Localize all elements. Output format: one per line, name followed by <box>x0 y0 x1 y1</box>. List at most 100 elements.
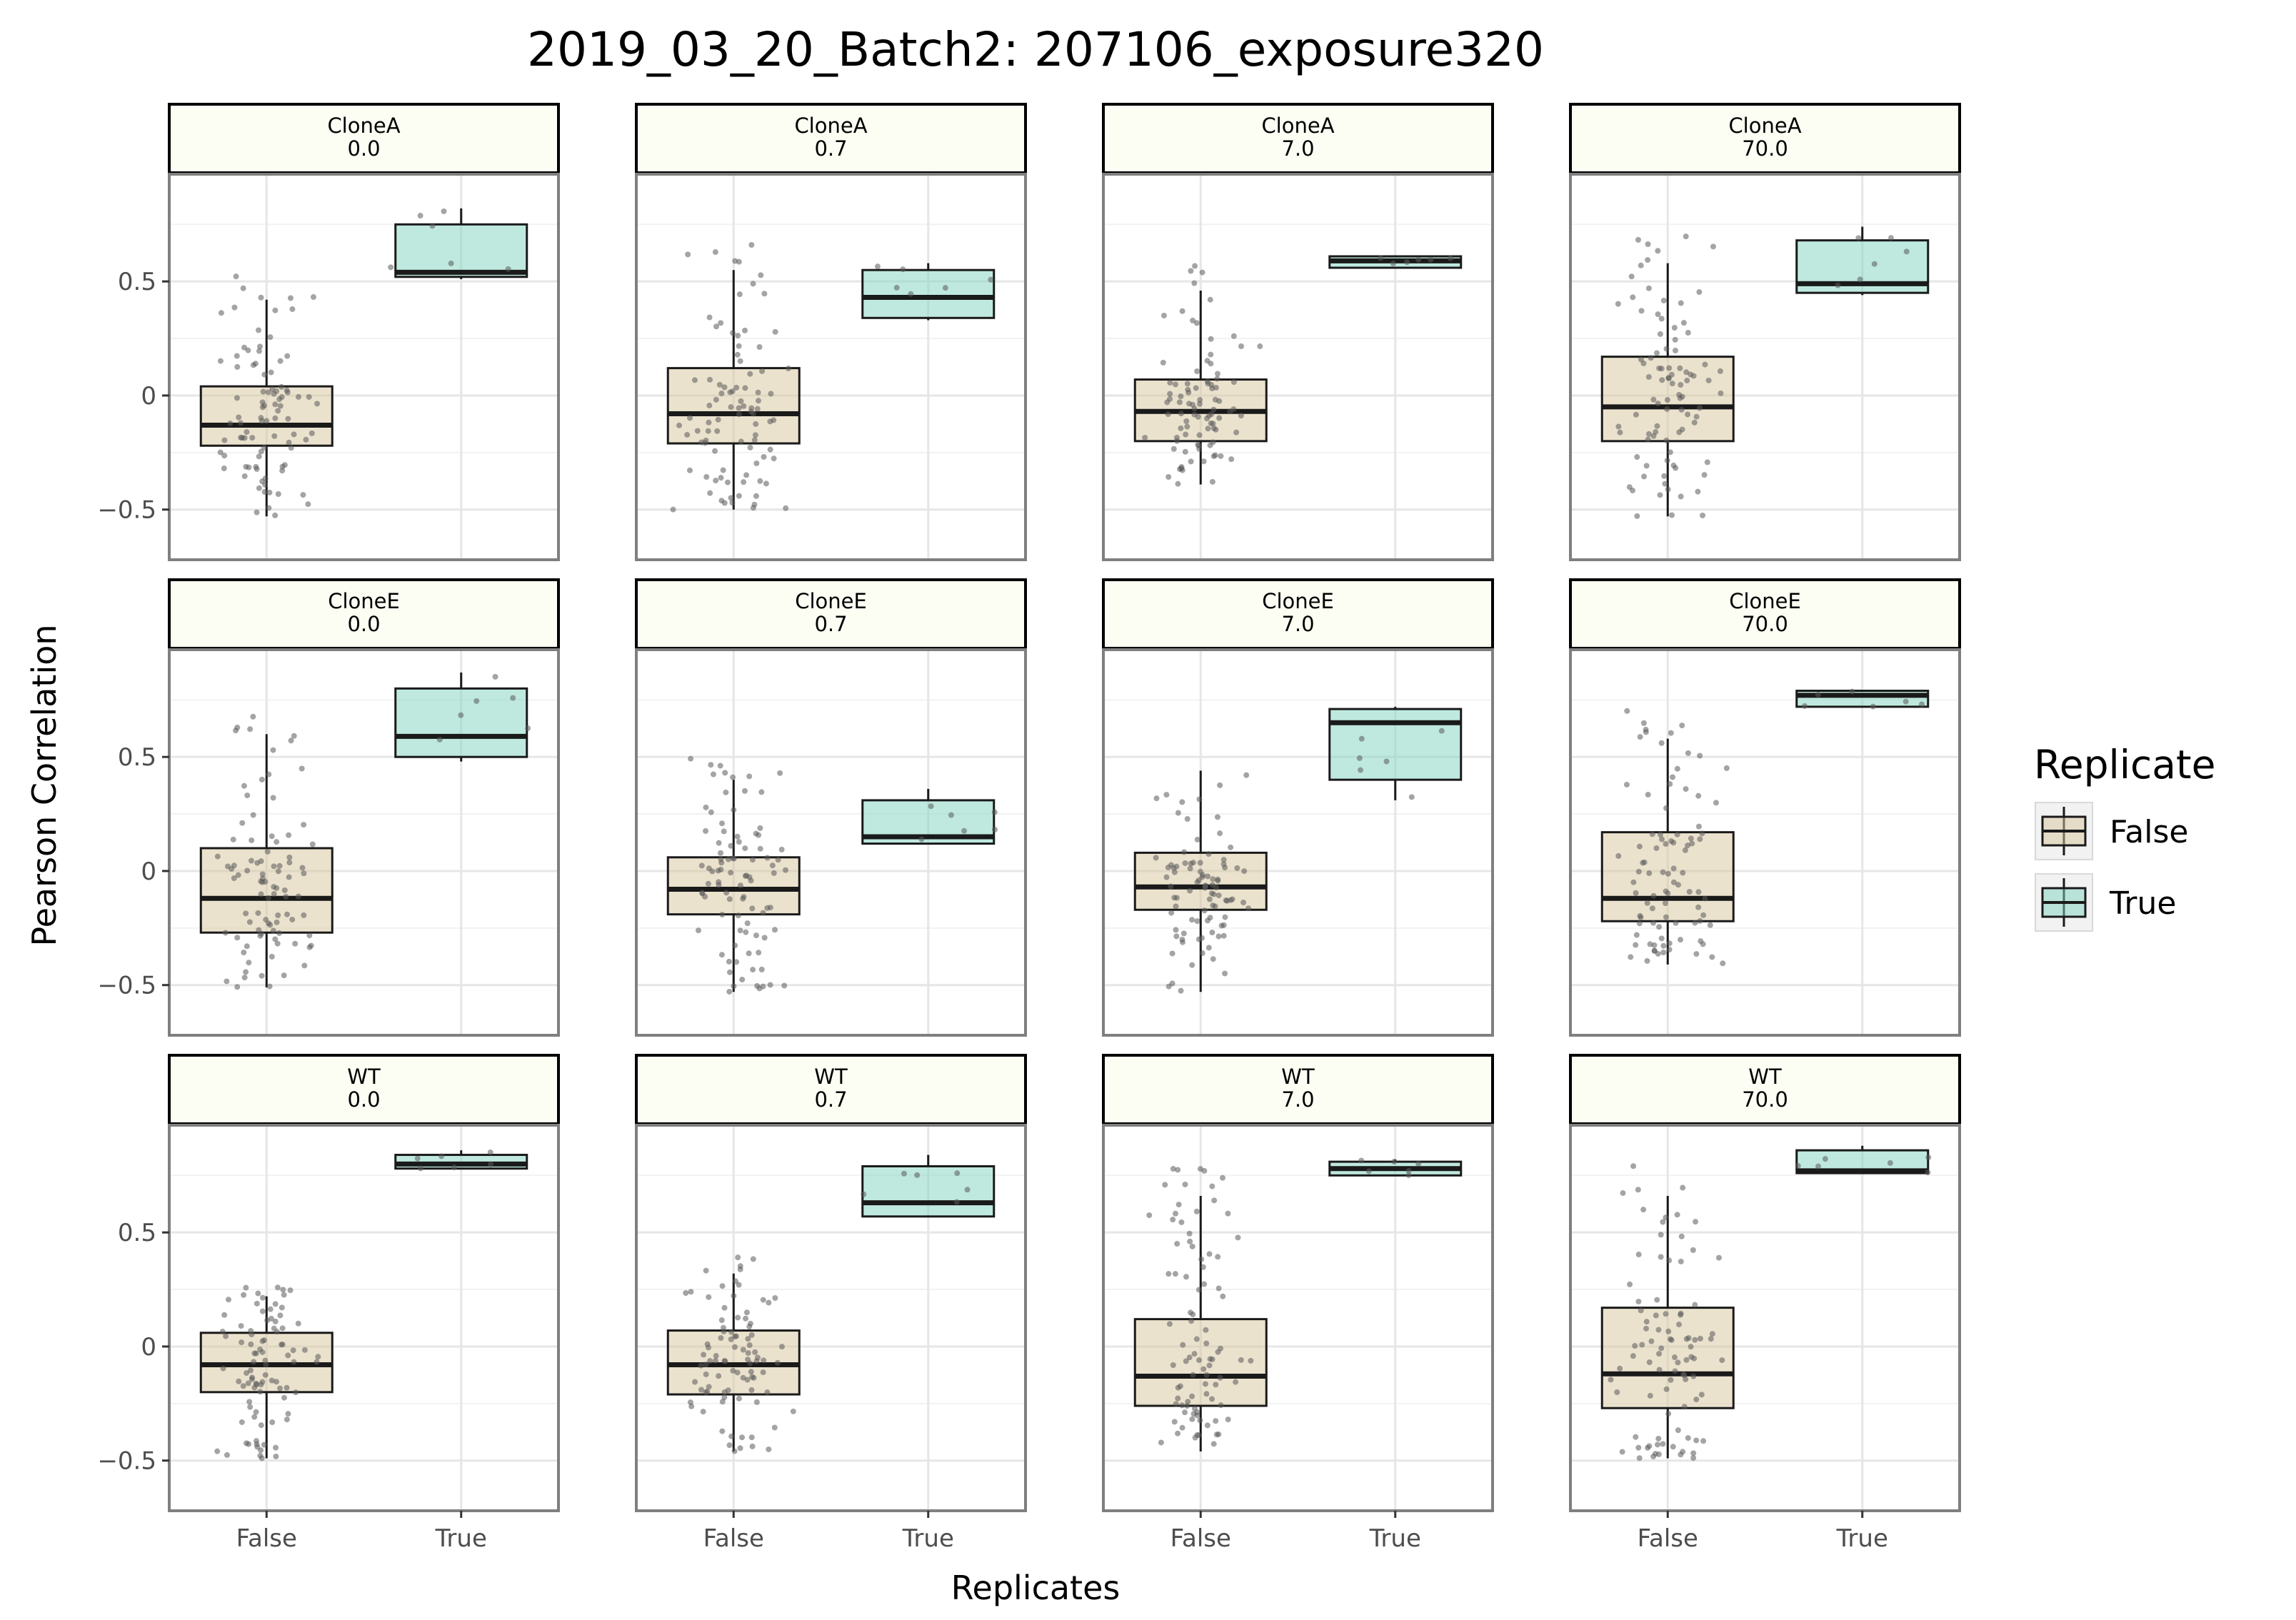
data-point <box>1689 840 1695 847</box>
jitter-points <box>1615 688 1925 967</box>
strip-label-dose: 0.0 <box>347 1087 380 1112</box>
data-point <box>1635 868 1642 875</box>
data-point <box>728 842 734 849</box>
strip-label-group: CloneE <box>1262 589 1334 613</box>
data-point <box>1215 892 1222 899</box>
data-point <box>259 1338 266 1344</box>
data-point <box>1658 935 1665 942</box>
data-point <box>775 857 781 863</box>
data-point <box>729 388 736 395</box>
data-point <box>1715 1254 1722 1261</box>
data-point <box>255 1290 261 1297</box>
data-point <box>255 327 261 333</box>
data-point <box>731 1292 737 1299</box>
data-point <box>1175 1395 1181 1402</box>
data-point <box>707 1358 713 1364</box>
data-point <box>1215 1431 1222 1437</box>
data-point <box>732 1278 738 1284</box>
data-point <box>1646 1443 1653 1449</box>
data-point <box>1663 346 1670 352</box>
data-point <box>1615 301 1621 307</box>
facet-strip <box>635 1054 1027 1125</box>
data-point <box>314 1359 320 1365</box>
data-point <box>753 460 760 466</box>
data-point <box>234 935 241 941</box>
x-tick-label: False <box>1170 1524 1231 1553</box>
legend-title: Replicate <box>2034 742 2215 788</box>
data-point <box>267 334 274 341</box>
data-point <box>1210 956 1216 962</box>
data-point <box>250 362 256 368</box>
panel-background <box>1103 1125 1493 1511</box>
data-point <box>1649 831 1655 837</box>
data-point <box>1855 235 1862 241</box>
data-point <box>1235 1234 1241 1241</box>
data-point <box>1696 289 1703 296</box>
data-point <box>1184 381 1190 387</box>
data-point <box>1225 1417 1231 1423</box>
y-tick-label: 0 <box>141 857 156 886</box>
data-point <box>1178 393 1184 400</box>
data-point <box>222 930 229 936</box>
data-point <box>451 1164 458 1171</box>
x-tick-label: True <box>1369 1524 1421 1553</box>
data-point <box>1649 905 1655 912</box>
data-point <box>238 434 244 441</box>
data-point <box>771 1424 778 1431</box>
box-true <box>861 1154 996 1218</box>
facet-strip <box>168 103 560 174</box>
data-point <box>721 1304 728 1311</box>
chart-title: 2019_03_20_Batch2: 207106_exposure320 <box>527 22 1544 77</box>
data-point <box>1683 786 1689 793</box>
data-point <box>1795 1162 1801 1169</box>
data-point <box>234 353 240 359</box>
data-point <box>243 969 249 975</box>
data-point <box>760 910 766 916</box>
data-point <box>719 912 726 918</box>
data-point <box>1628 954 1634 960</box>
data-point <box>268 369 274 376</box>
data-point <box>1723 765 1730 771</box>
strip-label-group: CloneA <box>794 114 867 138</box>
data-point <box>1673 920 1679 926</box>
data-point <box>1214 371 1220 377</box>
data-point <box>1196 1357 1202 1364</box>
jitter-points <box>1146 1157 1422 1447</box>
data-point <box>1210 406 1217 413</box>
data-point <box>266 505 272 511</box>
data-point <box>269 386 276 392</box>
data-point <box>1666 940 1673 947</box>
data-point <box>231 875 237 882</box>
data-point <box>710 771 716 778</box>
data-point <box>1215 1285 1222 1292</box>
data-point <box>698 1362 704 1369</box>
data-point <box>698 1387 704 1393</box>
data-point <box>270 747 276 753</box>
data-point <box>688 1403 695 1409</box>
data-point <box>747 1320 753 1327</box>
data-point <box>1686 888 1693 895</box>
data-point <box>1692 1337 1698 1343</box>
data-point <box>1199 269 1205 276</box>
data-point <box>258 1422 264 1429</box>
data-point <box>1645 792 1651 798</box>
data-point <box>264 1317 271 1324</box>
data-point <box>219 1329 226 1335</box>
data-point <box>1630 879 1637 885</box>
data-point <box>718 1335 724 1342</box>
data-point <box>1203 1391 1210 1397</box>
data-point <box>705 880 711 887</box>
data-point <box>273 1379 279 1385</box>
data-point <box>1142 434 1148 441</box>
panel-border <box>635 1124 1027 1512</box>
data-point <box>1193 1208 1200 1214</box>
data-point <box>309 430 315 436</box>
data-point <box>727 969 733 975</box>
data-point <box>1685 1435 1691 1442</box>
data-point <box>1657 331 1663 337</box>
data-point <box>279 394 285 401</box>
data-point <box>1205 945 1212 951</box>
data-point <box>1194 836 1200 842</box>
data-point <box>1683 1357 1690 1363</box>
